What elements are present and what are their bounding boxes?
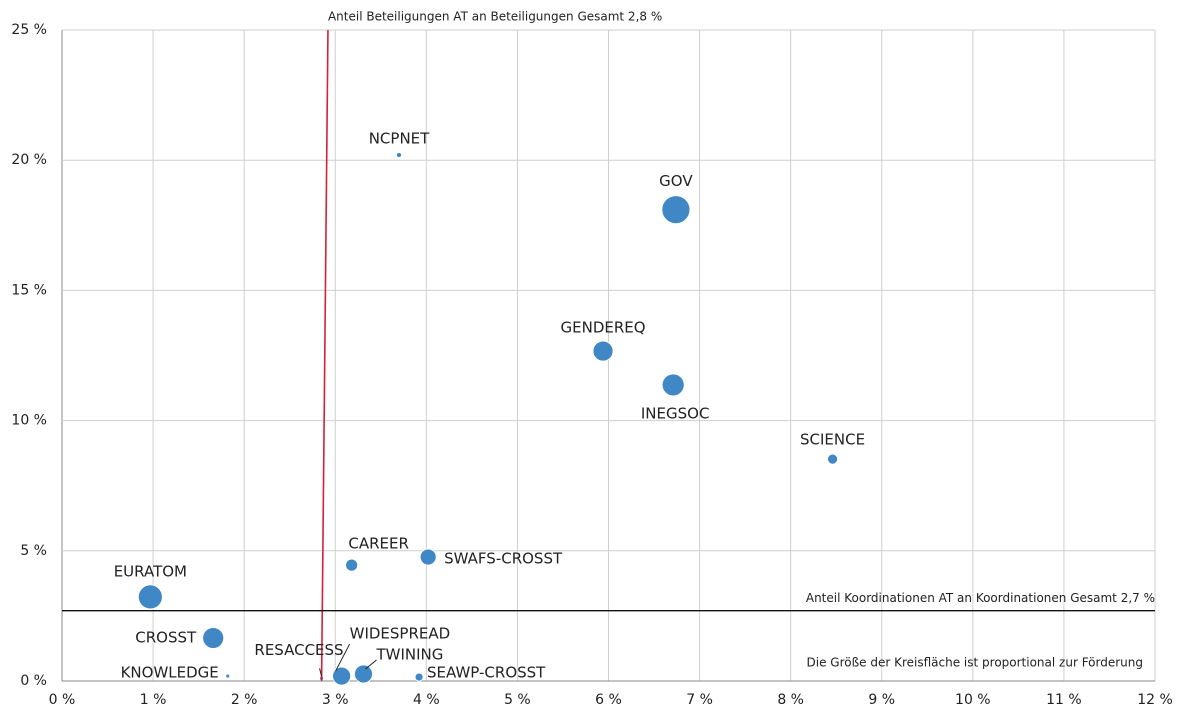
bubble (354, 664, 373, 684)
marks (137, 152, 838, 686)
bubble (332, 666, 352, 686)
y-tick-label: 5 % (20, 543, 47, 559)
point-label: GOV (659, 172, 693, 190)
x-tick-label: 12 % (1137, 692, 1173, 708)
point-label: CROSST (135, 629, 197, 647)
x-tick-label: 11 % (1046, 692, 1082, 708)
x-tick-label: 6 % (595, 692, 622, 708)
bubble (592, 340, 614, 362)
x-tick-label: 5 % (504, 692, 531, 708)
bubble (661, 195, 691, 225)
reference-label: Anteil Beteiligungen AT an Beteiligungen… (328, 10, 662, 24)
point-label: TWINING (375, 645, 443, 663)
bubble (827, 453, 838, 465)
point-label: WIDESPREAD (350, 625, 451, 643)
y-tick-label: 0 % (20, 673, 47, 689)
bubble (345, 558, 359, 572)
point-label: CAREER (348, 535, 409, 553)
point-label: SEAWP-CROSST (427, 664, 546, 682)
y-tick-label: 25 % (11, 22, 47, 38)
point-label: INEGSOC (641, 404, 710, 422)
leader-line (319, 668, 323, 677)
bubble (225, 673, 231, 679)
leader-line (365, 659, 377, 670)
x-tick-label: 3 % (322, 692, 349, 708)
bubble (414, 672, 424, 682)
y-tick-label: 15 % (11, 282, 47, 298)
x-tick-label: 10 % (955, 692, 991, 708)
reference-line (320, 29, 329, 682)
point-label: SCIENCE (800, 431, 865, 449)
x-tick-label: 9 % (868, 692, 895, 708)
point-label: RESACCESS (254, 641, 343, 659)
grid (61, 29, 1156, 682)
bubble (419, 548, 437, 566)
point-label: GENDEREQ (561, 319, 646, 337)
bubble (661, 373, 685, 397)
x-tick-label: 7 % (686, 692, 713, 708)
x-tick-label: 2 % (231, 692, 258, 708)
y-tick-label: 10 % (11, 413, 47, 429)
point-label: SWAFS-CROSST (444, 550, 563, 568)
leader-line (335, 643, 351, 672)
point-label: NCPNET (369, 129, 430, 147)
bubble (202, 627, 225, 649)
bubble (396, 152, 402, 158)
reference-label: Anteil Koordinationen AT an Koordination… (806, 591, 1155, 605)
point-label: KNOWLEDGE (121, 664, 219, 682)
point-label: EURATOM (114, 562, 187, 580)
bubble (137, 584, 163, 610)
x-tick-label: 4 % (413, 692, 440, 708)
x-tick-label: 1 % (140, 692, 167, 708)
x-tick-label: 0 % (49, 692, 76, 708)
note: Die Größe der Kreisfläche ist proportion… (807, 656, 1143, 670)
x-tick-label: 8 % (777, 692, 804, 708)
y-tick-label: 20 % (11, 152, 47, 168)
